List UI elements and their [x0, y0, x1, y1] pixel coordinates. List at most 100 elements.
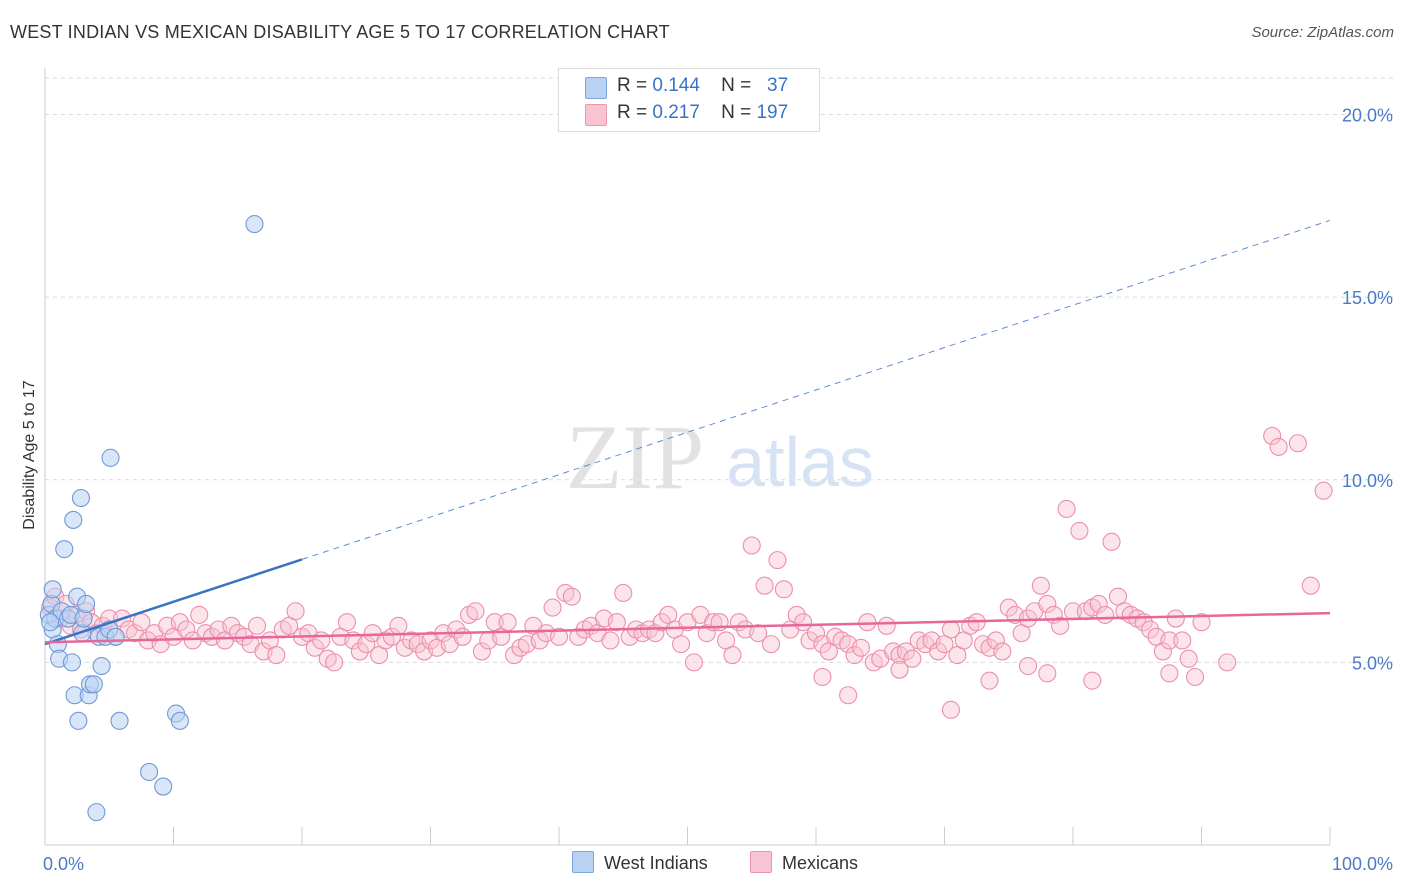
- mexicans-point: [614, 583, 633, 603]
- west-indians-points: [39, 215, 264, 822]
- mexicans-point: [1153, 642, 1172, 661]
- mexicans-point: [999, 598, 1018, 617]
- mexicans-point: [1083, 671, 1102, 690]
- mexicans-point: [190, 605, 209, 624]
- mexicans-point: [1031, 576, 1050, 595]
- legend-r-label: R =: [617, 102, 648, 123]
- grid-lines: [45, 77, 1393, 663]
- west-indians-point: [77, 594, 96, 613]
- mexicans-point: [1051, 616, 1070, 635]
- mexicans-point: [305, 638, 324, 657]
- mexicans-point: [132, 613, 151, 632]
- bottom-legend-label-mexicans: Mexicans: [782, 853, 859, 873]
- mexicans-points: [41, 426, 1333, 719]
- axes: [44, 68, 1331, 846]
- mexicans-point: [794, 613, 813, 632]
- west-indians-point: [87, 803, 106, 822]
- mexicans-point: [755, 576, 774, 595]
- mexicans-point: [1018, 656, 1038, 676]
- y-tick-label: 15.0%: [1342, 288, 1393, 308]
- mexicans-point: [890, 660, 909, 679]
- y-tick-label: 10.0%: [1342, 471, 1393, 491]
- mexicans-point: [1038, 594, 1057, 613]
- correlation-legend: R = 0.144 N = 37 R = 0.217 N = 197: [558, 68, 820, 132]
- mexicans-point: [1160, 631, 1179, 650]
- mexicans-point: [389, 616, 408, 635]
- legend-n-value-west-indians: 37: [767, 75, 789, 96]
- mexicans-point: [768, 551, 787, 570]
- y-tick-label: 5.0%: [1352, 653, 1393, 673]
- mexicans-point: [877, 616, 896, 635]
- mexicans-point: [787, 605, 806, 624]
- mexicans-point: [1179, 649, 1198, 668]
- watermark-zip: ZIP: [566, 406, 704, 508]
- mexicans-point: [382, 627, 402, 646]
- mexicans-point: [569, 627, 588, 646]
- mexicans-point: [504, 646, 524, 665]
- mexicans-point: [222, 616, 241, 635]
- mexicans-point: [941, 700, 960, 719]
- mexicans-point: [498, 613, 517, 632]
- mexicans-point: [813, 667, 832, 687]
- west-indians-point: [170, 711, 189, 730]
- legend-swatch-west-indians: [585, 77, 607, 99]
- mexicans-point: [980, 671, 999, 690]
- west-indians-point: [106, 627, 125, 646]
- west-indians-point: [154, 777, 173, 796]
- y-tick-label: 20.0%: [1342, 106, 1393, 126]
- mexicans-point: [896, 642, 916, 661]
- mexicans-point: [903, 649, 922, 668]
- mexicans-point: [749, 624, 768, 643]
- west-indians-point: [101, 448, 120, 467]
- mexicans-point: [1263, 426, 1282, 445]
- mexicans-point: [845, 646, 864, 665]
- mexicans-point: [1166, 609, 1185, 628]
- mexicans-point: [1160, 664, 1179, 683]
- legend-n-value-mexicans: 197: [756, 102, 789, 123]
- west-indians-point: [41, 613, 60, 632]
- mexicans-point: [472, 642, 491, 661]
- mexicans-point: [742, 536, 761, 555]
- west-indians-point: [110, 711, 129, 730]
- bottom-legend-swatch-west-indians: [572, 851, 594, 873]
- mexicans-point: [453, 627, 472, 646]
- chart-title: WEST INDIAN VS MEXICAN DISABILITY AGE 5 …: [10, 22, 670, 42]
- west-indians-point: [84, 675, 103, 694]
- tick-labels: 5.0% 10.0% 15.0% 20.0% 0.0% 100.0%: [43, 106, 1393, 874]
- legend-n-label: N =: [721, 102, 752, 123]
- west-indians-point: [140, 762, 159, 782]
- mexicans-point: [247, 616, 267, 635]
- mexicans-point: [170, 613, 189, 632]
- mexicans-point: [1269, 437, 1288, 456]
- mexicans-point: [697, 624, 716, 643]
- mexicans-point: [1173, 631, 1192, 650]
- west-indians-point: [64, 510, 83, 529]
- mexicans-point: [1314, 481, 1333, 500]
- mexicans-point: [1301, 576, 1320, 595]
- mexicans-point: [761, 635, 781, 654]
- mexicans-point: [562, 587, 581, 606]
- west-indians-trend-extension: [301, 219, 1331, 560]
- mexicans-point: [350, 642, 369, 661]
- mexicans-point: [1038, 664, 1057, 683]
- legend-r-value-west-indians: 0.144: [652, 75, 700, 96]
- x-tick-label-min: 0.0%: [43, 854, 84, 874]
- mexicans-point: [607, 613, 626, 632]
- mexicans-point: [601, 631, 620, 650]
- mexicans-point: [839, 686, 858, 705]
- mexicans-point: [929, 642, 948, 661]
- watermark-atlas: atlas: [726, 423, 874, 501]
- mexicans-point: [325, 653, 344, 672]
- mexicans-point: [337, 613, 357, 632]
- west-indians-point: [92, 656, 111, 676]
- x-tick-label-max: 100.0%: [1332, 854, 1393, 874]
- bottom-legend-swatch-mexicans: [750, 851, 772, 873]
- mexicans-point: [267, 646, 286, 665]
- watermark: ZIP atlas: [566, 406, 874, 508]
- mexicans-point: [1218, 653, 1237, 672]
- mexicans-point: [986, 631, 1005, 650]
- mexicans-point: [1096, 605, 1115, 624]
- west-indians-point: [43, 580, 62, 599]
- west-indians-point: [69, 711, 88, 730]
